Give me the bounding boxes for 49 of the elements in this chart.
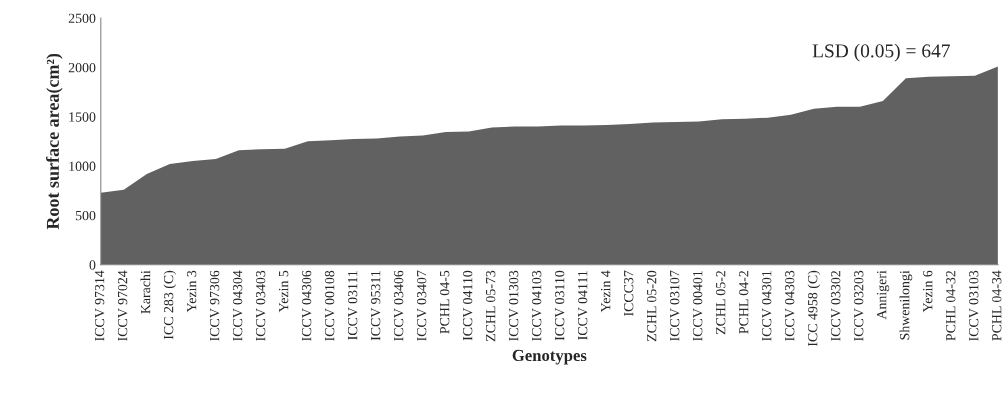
x-tick-label: Yezin 4	[601, 270, 611, 313]
annotation: LSD (0.05) = 647	[812, 43, 950, 62]
x-tick-label: ICCV 03110	[554, 270, 565, 341]
x-tick-label: ICC 283 (C)	[163, 270, 177, 340]
x-tick-label: ICCC37	[624, 270, 634, 317]
x-tick-label: Yezin 3	[186, 270, 197, 313]
x-tick-label: ICCV 03103	[969, 270, 979, 341]
x-tick-label: Yezin 6	[923, 270, 933, 313]
y-tick-label: 2000	[68, 62, 96, 73]
x-tick-label: ICCV 04110	[462, 270, 473, 341]
x-axis-title: Genotypes	[512, 349, 587, 365]
x-tick-label: ICCV 03111	[347, 271, 358, 340]
x-tick-label: ICCV 03203	[854, 270, 864, 341]
x-tick-label: ICCV 03107	[669, 270, 680, 341]
y-tick-label: 1000	[69, 161, 96, 171]
x-tick-label: ICCV 00401	[692, 271, 703, 341]
x-tick-label: ICCV 00108	[324, 270, 335, 341]
y-tick-label: 1500	[69, 112, 96, 122]
x-tick-label: ICCV 04306	[301, 270, 312, 341]
x-tick-label: ICCV 04303	[785, 270, 795, 341]
x-tick-label: ICCV 04111	[577, 271, 588, 340]
x-tick-label: Annigeri	[877, 270, 890, 320]
x-tick-label: ZCHL 05-2	[715, 270, 726, 335]
x-tick-label: PCHL 04-5	[439, 270, 450, 334]
x-tick-label: ICCV 04103	[531, 270, 542, 341]
x-tick-label: ICCV 03403	[255, 270, 266, 341]
x-tick-label: ICC 4958 (C)	[807, 270, 821, 347]
x-tick-label: ICCV 97306	[209, 270, 220, 341]
x-tick-label: ICCV 03406	[393, 270, 404, 341]
y-tick-label: 500	[75, 210, 96, 221]
x-tick-label: ICCV 97314	[94, 270, 105, 341]
x-tick-label: ICCV 01303	[508, 270, 519, 341]
x-tick-label: ICCV 95311	[370, 271, 381, 341]
x-tick-label: ICCV 04304	[232, 270, 243, 341]
x-tick-label: ICCV 04301	[761, 271, 772, 341]
x-tick-label: ICCV 03302	[831, 270, 841, 341]
y-tick-label: 0	[89, 260, 96, 270]
y-axis-title: Root surface area(cm²)	[46, 53, 63, 230]
x-tick-label: Shwenilongi	[899, 270, 913, 340]
y-tick-label: 2500	[68, 13, 96, 23]
x-tick-label: ZCHL 05-20	[646, 270, 657, 342]
x-tick-label: PCHL 04-32	[946, 270, 956, 341]
x-tick-label: Yezin 5	[278, 270, 289, 313]
x-tick-label: PCHL 04-34	[992, 270, 1002, 341]
x-tick-label: ICCV 03407	[416, 270, 427, 341]
x-tick-label: PCHL 04-2	[738, 270, 749, 334]
x-tick-label: ICCV 97024	[117, 270, 128, 341]
x-tick-label: Karachi	[140, 270, 151, 314]
x-tick-label: ZCHL 05-73	[485, 270, 496, 342]
